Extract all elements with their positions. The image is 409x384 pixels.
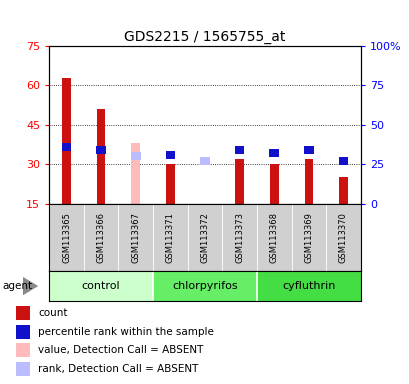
Text: control: control — [82, 281, 120, 291]
Bar — [16, 325, 30, 339]
Bar — [131, 152, 140, 160]
Text: cyfluthrin: cyfluthrin — [281, 281, 335, 291]
Bar — [235, 159, 243, 204]
Text: chlorpyrifos: chlorpyrifos — [172, 281, 237, 291]
Text: GSM113365: GSM113365 — [62, 212, 71, 263]
Text: rank, Detection Call = ABSENT: rank, Detection Call = ABSENT — [38, 364, 198, 374]
Bar — [96, 146, 106, 154]
Polygon shape — [22, 276, 38, 296]
Bar — [338, 177, 347, 204]
Text: GSM113366: GSM113366 — [97, 212, 106, 263]
Text: GSM113370: GSM113370 — [338, 212, 347, 263]
Bar — [16, 362, 30, 376]
Bar — [200, 204, 209, 206]
Text: count: count — [38, 308, 67, 318]
Bar — [269, 164, 278, 204]
Bar — [304, 159, 312, 204]
Bar — [16, 343, 30, 357]
Text: value, Detection Call = ABSENT: value, Detection Call = ABSENT — [38, 345, 203, 355]
Text: GSM113371: GSM113371 — [166, 212, 175, 263]
Bar — [97, 109, 105, 204]
Bar — [165, 151, 175, 159]
Text: GSM113368: GSM113368 — [269, 212, 278, 263]
Bar — [131, 143, 140, 204]
Title: GDS2215 / 1565755_at: GDS2215 / 1565755_at — [124, 30, 285, 44]
Text: GSM113372: GSM113372 — [200, 212, 209, 263]
Bar — [256, 271, 360, 301]
Bar — [200, 157, 209, 165]
Bar — [62, 78, 71, 204]
Bar — [153, 271, 256, 301]
Bar — [234, 146, 244, 154]
Text: GSM113369: GSM113369 — [303, 212, 312, 263]
Bar — [16, 306, 30, 320]
Text: GSM113373: GSM113373 — [234, 212, 243, 263]
Bar — [62, 143, 71, 151]
Bar — [269, 149, 278, 157]
Bar — [338, 157, 347, 165]
Text: agent: agent — [2, 281, 32, 291]
Bar — [303, 146, 313, 154]
Bar — [49, 271, 153, 301]
Bar — [166, 164, 174, 204]
Text: percentile rank within the sample: percentile rank within the sample — [38, 327, 213, 337]
Text: GSM113367: GSM113367 — [131, 212, 140, 263]
